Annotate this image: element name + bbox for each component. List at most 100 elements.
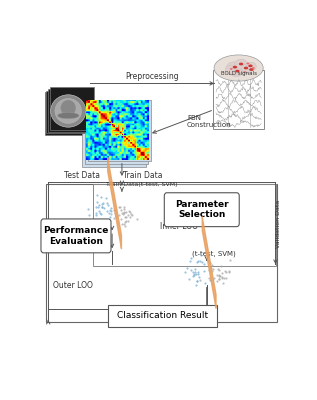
Point	[218, 263, 223, 269]
Point	[122, 209, 127, 216]
Text: (t-test, SVM): (t-test, SVM)	[192, 251, 236, 258]
Ellipse shape	[225, 66, 235, 75]
Point	[207, 267, 212, 273]
Point	[121, 221, 126, 227]
Point	[227, 256, 232, 263]
Point	[95, 191, 100, 198]
Point	[130, 212, 135, 218]
Ellipse shape	[230, 68, 233, 70]
Point	[124, 209, 129, 215]
Point	[206, 258, 211, 264]
Point	[226, 267, 231, 274]
Ellipse shape	[248, 64, 253, 67]
Point	[216, 266, 221, 273]
FancyBboxPatch shape	[82, 106, 146, 167]
Point	[120, 210, 125, 216]
Text: Train Data(t-test, SVM): Train Data(t-test, SVM)	[106, 182, 178, 187]
Ellipse shape	[214, 55, 263, 81]
Point	[197, 258, 202, 264]
Point	[209, 262, 214, 268]
Point	[226, 269, 231, 275]
Point	[127, 209, 133, 215]
Point	[108, 210, 113, 217]
Text: Validation Data: Validation Data	[276, 200, 281, 248]
Point	[223, 268, 228, 274]
Point	[134, 216, 139, 222]
Ellipse shape	[55, 98, 81, 124]
Point	[197, 277, 202, 283]
Text: Test Data: Test Data	[64, 172, 100, 180]
Ellipse shape	[57, 112, 79, 119]
Point	[202, 268, 207, 274]
Point	[123, 223, 128, 229]
Point	[122, 214, 127, 220]
Point	[122, 206, 127, 212]
Ellipse shape	[230, 68, 242, 77]
Point	[94, 211, 99, 218]
Point	[192, 271, 197, 277]
Point	[209, 277, 214, 283]
Point	[221, 280, 226, 286]
Text: BOLD signals: BOLD signals	[221, 72, 257, 76]
Ellipse shape	[235, 70, 240, 72]
Point	[96, 204, 101, 210]
FancyBboxPatch shape	[41, 219, 111, 253]
Point	[107, 210, 112, 216]
Point	[96, 202, 101, 208]
Text: Performance
Evaluation: Performance Evaluation	[43, 226, 109, 246]
Point	[121, 204, 126, 210]
Ellipse shape	[249, 68, 254, 71]
Point	[85, 206, 90, 212]
Point	[94, 204, 99, 210]
FancyBboxPatch shape	[44, 92, 88, 135]
Point	[98, 194, 103, 200]
Point	[209, 265, 214, 272]
Ellipse shape	[239, 63, 243, 66]
Ellipse shape	[234, 59, 248, 71]
Point	[186, 276, 191, 282]
Text: FBN
Construction: FBN Construction	[187, 115, 232, 128]
Point	[112, 210, 117, 217]
Point	[194, 259, 199, 266]
Point	[116, 204, 121, 210]
Text: Train Data: Train Data	[123, 172, 162, 180]
Point	[194, 270, 199, 277]
Point	[193, 282, 198, 288]
Point	[104, 208, 109, 214]
Ellipse shape	[226, 62, 241, 74]
Point	[119, 207, 124, 213]
Point	[127, 214, 133, 220]
Point	[187, 258, 192, 264]
Point	[200, 259, 205, 266]
Point	[112, 207, 117, 214]
Point	[214, 278, 219, 284]
Text: Parameter
Selection: Parameter Selection	[175, 200, 229, 219]
Point	[107, 213, 112, 220]
FancyBboxPatch shape	[48, 89, 92, 132]
Point	[194, 278, 199, 284]
Text: Classification Result: Classification Result	[117, 312, 208, 320]
Point	[126, 208, 131, 214]
Point	[198, 252, 204, 258]
Point	[215, 266, 220, 272]
FancyBboxPatch shape	[164, 193, 239, 227]
FancyBboxPatch shape	[85, 103, 148, 164]
Point	[195, 258, 200, 264]
Point	[107, 207, 112, 213]
Point	[217, 276, 222, 282]
Point	[103, 194, 108, 201]
Point	[210, 266, 215, 273]
Point	[109, 205, 114, 212]
Point	[185, 265, 190, 271]
Point	[193, 269, 198, 276]
Point	[94, 210, 99, 216]
Point	[223, 275, 229, 281]
Point	[216, 272, 221, 278]
Point	[112, 215, 117, 221]
Ellipse shape	[233, 66, 237, 68]
Point	[191, 272, 196, 278]
Point	[190, 269, 195, 276]
Point	[118, 204, 123, 210]
Point	[210, 268, 215, 274]
Point	[126, 218, 131, 224]
